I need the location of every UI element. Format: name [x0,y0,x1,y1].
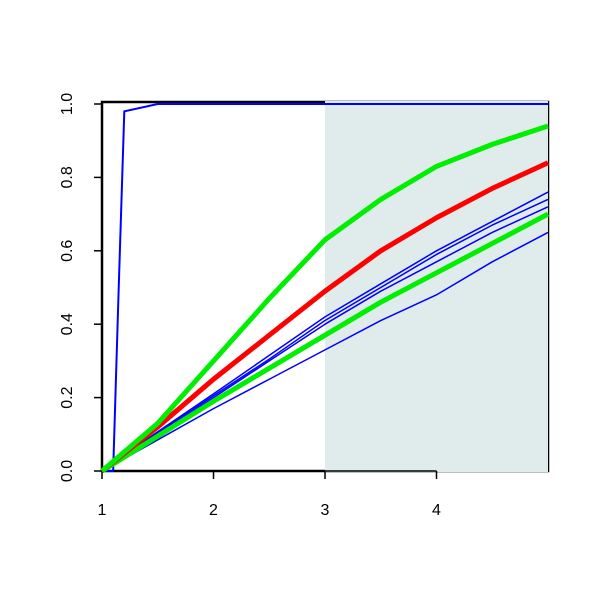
y-tick-label: 0.4 [59,313,76,335]
series-line [100,123,549,473]
y-tick-label: 0.2 [59,386,76,408]
y-tick-label: 1.0 [59,93,76,115]
shaded-region [325,101,548,472]
series-line [102,103,548,472]
x-tick-label: 4 [432,502,441,519]
x-tick-label: 1 [98,502,107,519]
y-tick-label: 0.0 [59,460,76,482]
x-tick-label: 3 [321,502,330,519]
x-tick-label: 2 [209,502,218,519]
y-tick-label: 0.8 [59,166,76,188]
y-tick-label: 0.6 [59,240,76,262]
